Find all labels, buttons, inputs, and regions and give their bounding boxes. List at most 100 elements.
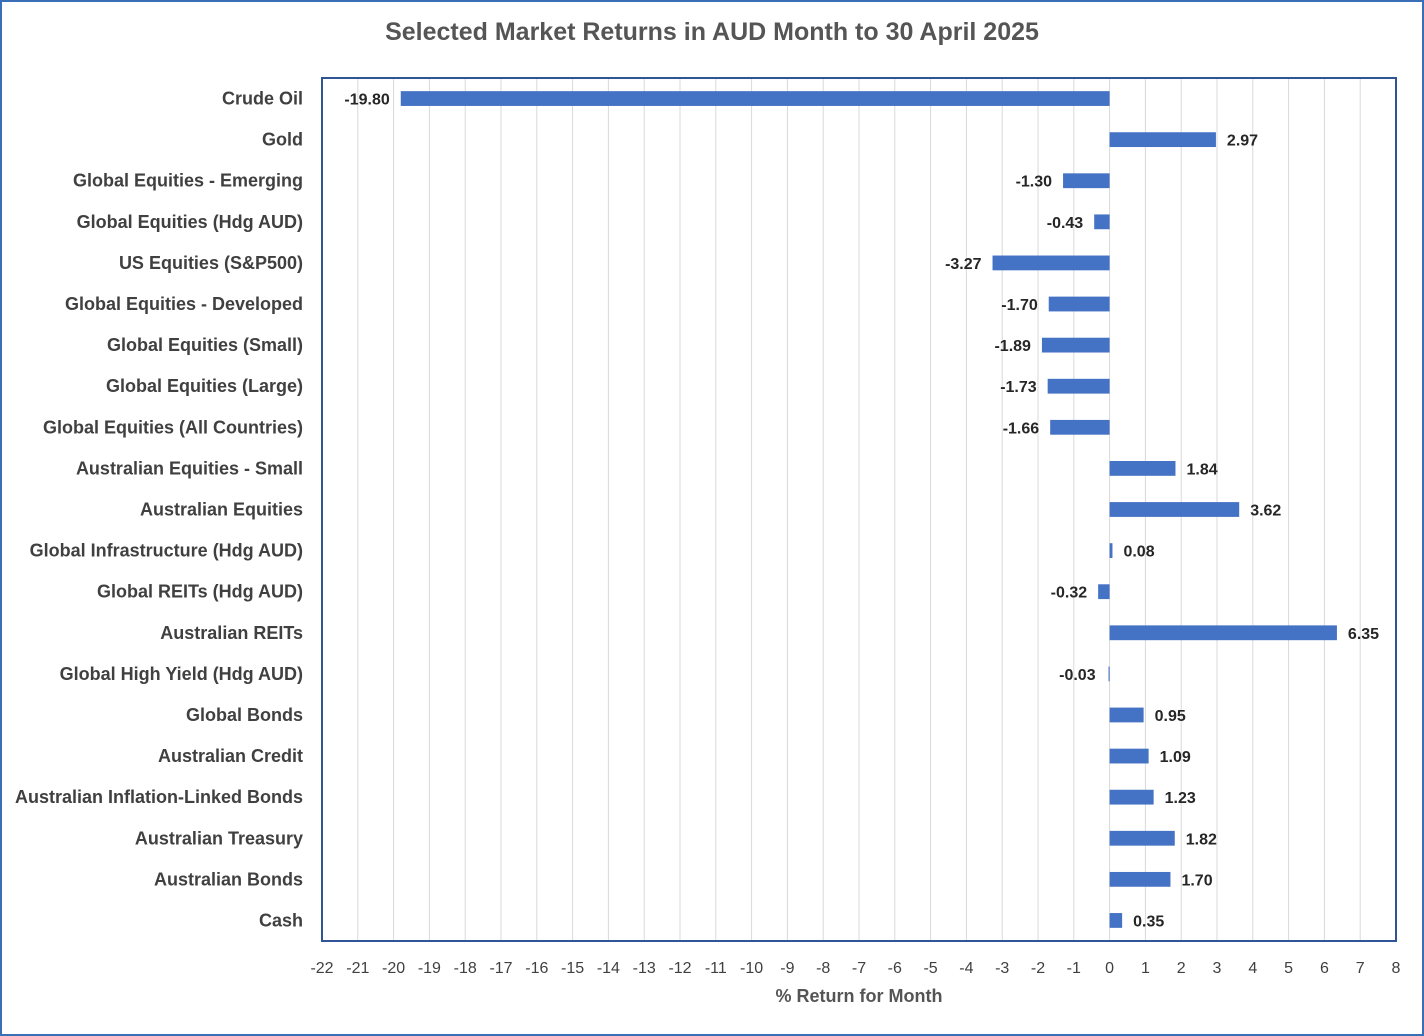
x-tick-label: -7 [852,960,866,977]
x-tick-label: -3 [995,960,1009,977]
chart-title: Selected Market Returns in AUD Month to … [385,18,1039,46]
category-label: Global High Yield (Hdg AUD) [60,664,303,684]
x-tick-label: -8 [816,960,830,977]
data-label: 1.23 [1165,790,1196,807]
bar [400,91,1110,106]
x-tick-label: 8 [1392,960,1401,977]
data-label: 0.35 [1133,913,1164,930]
category-label: Australian Equities [140,500,303,520]
category-label: Australian Bonds [154,869,303,889]
x-tick-label: 1 [1141,960,1150,977]
x-tick-label: 4 [1248,960,1257,977]
data-label: 0.08 [1123,544,1154,561]
data-label: 2.97 [1227,133,1258,150]
category-label: US Equities (S&P500) [119,253,303,273]
category-label: Australian Credit [158,746,303,766]
bar [1109,707,1144,723]
x-tick-label: -22 [310,960,333,977]
category-label: Global Equities (All Countries) [43,417,303,437]
bar [1109,625,1337,641]
data-label: 3.62 [1250,503,1281,520]
x-tick-label: -15 [561,960,584,977]
data-label: -1.89 [994,338,1031,355]
category-label: Global REITs (Hdg AUD) [97,582,303,602]
x-tick-label: -20 [382,960,405,977]
bar [1094,214,1110,230]
x-tick-label: 7 [1356,960,1365,977]
bar [1047,378,1110,394]
x-tick-label: -5 [923,960,937,977]
data-label: 6.35 [1348,626,1379,643]
category-label: Global Equities (Small) [107,335,303,355]
x-tick-label: -11 [705,960,727,977]
data-label: -1.70 [1001,297,1038,314]
x-tick-label: -4 [959,960,973,977]
bar [1109,913,1123,928]
bar [1063,173,1110,189]
x-tick-label: -2 [1031,960,1045,977]
data-label: -1.66 [1003,420,1040,437]
bar [1109,543,1113,558]
category-label: Australian Inflation-Linked Bonds [15,787,303,807]
category-label: Cash [259,910,303,930]
data-label: -1.73 [1000,379,1037,396]
data-label: -0.03 [1059,667,1096,684]
x-tick-label: -10 [740,960,763,977]
bar [1109,502,1240,517]
category-labels: Crude Oil Gold Global Equities - Emerging G… [15,89,303,931]
x-tick-label: 0 [1105,960,1114,977]
data-label: -1.30 [1016,174,1053,191]
plot-area-border [321,77,1397,942]
category-label: Crude Oil [222,89,303,109]
bar [992,255,1110,271]
x-tick-label: -13 [633,960,656,977]
bars [400,91,1337,928]
x-tick-label: -17 [489,960,512,977]
category-label: Australian Treasury [135,828,303,848]
x-tick-label: 2 [1177,960,1186,977]
bar [1041,337,1110,353]
bar [1098,584,1110,600]
bar [1109,461,1176,476]
category-label: Global Infrastructure (Hdg AUD) [30,541,303,561]
bar [1109,871,1171,887]
x-tick-label: 6 [1320,960,1329,977]
category-label: Gold [262,130,303,150]
x-tick-label: -19 [418,960,441,977]
category-label: Global Equities - Developed [65,294,303,314]
data-label: 1.09 [1160,749,1191,766]
x-tick-labels: -22 -21 -20 -19 -18 -17 -16 -15 -14 -13 -12 -11 -10-… [310,960,1400,977]
category-label: Global Equities - Emerging [73,171,303,191]
data-label: -0.32 [1051,585,1088,602]
x-tick-label: 5 [1284,960,1293,977]
data-label: 1.70 [1181,872,1212,889]
category-label: Australian REITs [160,623,303,643]
data-label: -19.80 [344,92,389,109]
x-tick-label: 3 [1213,960,1222,977]
data-label: 1.84 [1186,461,1217,478]
bar [1109,748,1149,764]
x-tick-label: -16 [525,960,548,977]
data-label: -3.27 [945,256,982,273]
bar [1109,830,1175,846]
x-tick-label: -18 [454,960,477,977]
data-label: 1.82 [1186,831,1217,848]
bar [1108,666,1110,682]
bar [1050,419,1110,435]
data-label: 0.95 [1155,708,1186,725]
x-axis-title: % Return for Month [776,986,943,1006]
bar [1109,132,1216,148]
data-label: -0.43 [1047,215,1084,232]
category-label: Global Equities (Hdg AUD) [77,212,303,232]
x-tick-label: -6 [888,960,902,977]
value-labels: -19.80 2.97 -1.30 -0.43 -3.27 -1.70 -1.89 -1.73… [344,92,1379,931]
x-tick-label: -12 [668,960,691,977]
bar [1109,789,1154,805]
x-tick-label: -21 [346,960,369,977]
x-tick-label: -1 [1067,960,1081,977]
bar [1048,296,1110,312]
category-label: Global Equities (Large) [106,376,303,396]
x-tick-label: -9 [780,960,794,977]
